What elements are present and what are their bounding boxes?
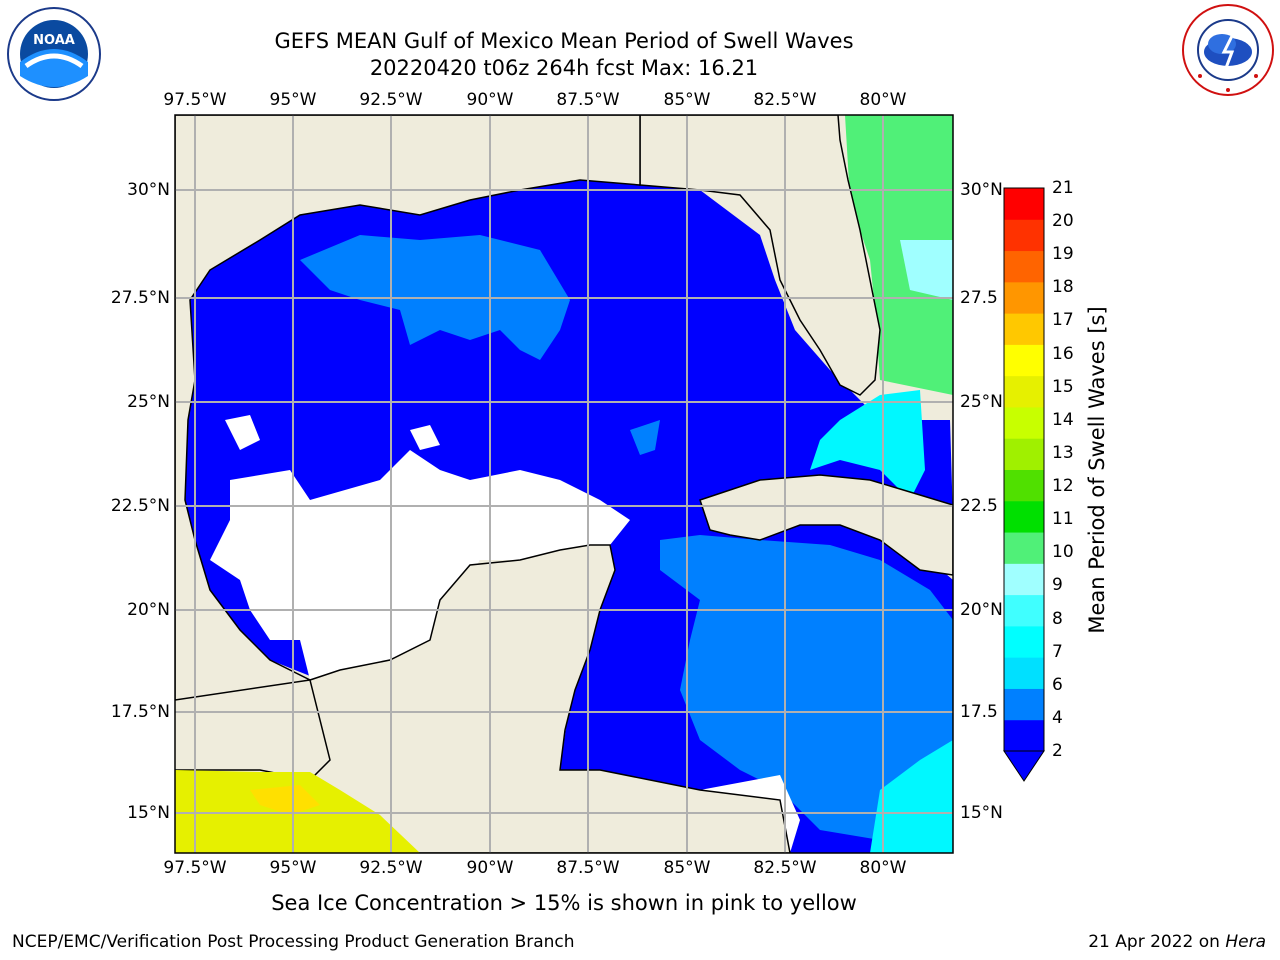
footer-branch: NCEP/EMC/Verification Post Processing Pr… [12, 932, 575, 952]
lon-tick-top: 80°W [859, 90, 907, 110]
colorbar-tick: 6 [1052, 674, 1063, 695]
colorbar-frame [1003, 187, 1045, 752]
lat-tick-right: 27.5 [960, 288, 998, 308]
colorbar-tick: 10 [1052, 542, 1074, 563]
colorbar-cell [1004, 594, 1044, 627]
noaa-logo: NOAA [6, 6, 102, 102]
lat-tick-right: 15°N [960, 803, 1003, 823]
colorbar-cell [1004, 219, 1044, 252]
swell-6-8s-straits [810, 390, 925, 500]
footer-date: 21 Apr 2022 on Hera [1088, 932, 1266, 952]
yucatan-land [175, 544, 791, 853]
lon-tick-bottom: 82.5°W [753, 858, 817, 878]
lat-tick-left: 27.5°N [110, 288, 170, 308]
swell-2-4s-dot [630, 420, 660, 455]
lon-tick-bottom: 97.5°W [163, 858, 227, 878]
lon-tick-bottom: 95°W [269, 858, 317, 878]
colorbar-tick: 7 [1052, 641, 1063, 662]
lat-tick-right: 30°N [960, 180, 1003, 200]
svg-text:NOAA: NOAA [33, 33, 75, 48]
swell-9-10s-atlantic [845, 115, 953, 395]
lon-tick-top: 82.5°W [753, 90, 817, 110]
colorbar-tick: 20 [1052, 211, 1074, 232]
lat-tick-left: 22.5°N [110, 496, 170, 516]
lat-tick-right: 22.5 [960, 496, 998, 516]
swell-6-8s-se [870, 740, 953, 853]
lon-tick-top: 95°W [269, 90, 317, 110]
colorbar-cell [1004, 625, 1044, 658]
colorbar-cell [1004, 532, 1044, 564]
colorbar-tick: 21 [1052, 178, 1074, 198]
cuba-land [699, 474, 953, 576]
colorbar-tick: 19 [1052, 244, 1074, 265]
colorbar-tick: 12 [1052, 476, 1074, 497]
no-data-patch-1 [225, 415, 260, 450]
colorbar-cell [1004, 250, 1044, 283]
colorbar-tick: 11 [1052, 509, 1074, 530]
colorbar-cell [1004, 188, 1044, 220]
colorbar-cell [1004, 469, 1044, 502]
lon-tick-bottom: 80°W [859, 858, 907, 878]
swell-8s-atlantic [900, 240, 953, 300]
lat-tick-right: 17.5 [960, 702, 998, 722]
colorbar-cell [1004, 500, 1044, 533]
colorbar-cell [1004, 719, 1044, 752]
no-data-patch-2 [410, 425, 440, 450]
colorbar-label: Mean Period of Swell Waves [s] [1085, 306, 1109, 634]
lon-tick-bottom: 87.5°W [556, 858, 620, 878]
lon-tick-top: 87.5°W [556, 90, 620, 110]
chart-title: GEFS MEAN Gulf of Mexico Mean Period of … [274, 29, 854, 53]
colorbar [1003, 187, 1045, 782]
nws-logo [1180, 2, 1276, 98]
colorbar-cell [1004, 375, 1044, 408]
no-data-region [210, 450, 630, 680]
chart-subtitle: 20220420 t06z 264h fcst Max: 16.21 [369, 56, 759, 80]
lat-tick-left: 25°N [127, 392, 170, 412]
lat-tick-left: 17.5°N [110, 702, 170, 722]
colorbar-cell [1004, 406, 1044, 439]
colorbar-cell [1004, 438, 1044, 470]
lon-tick-top: 92.5°W [359, 90, 423, 110]
lon-tick-bottom: 92.5°W [359, 858, 423, 878]
colorbar-cell [1004, 657, 1044, 689]
lat-tick-left: 20°N [127, 600, 170, 620]
lon-tick-top: 90°W [466, 90, 514, 110]
colorbar-tick: 9 [1052, 575, 1063, 596]
colorbar-tick: 8 [1052, 608, 1063, 629]
florida-land [639, 115, 881, 396]
colorbar-extend-triangle [1003, 750, 1045, 782]
footer-machine: Hera [1225, 932, 1266, 952]
sea-ice-core [250, 785, 320, 815]
colorbar-tick: 14 [1052, 409, 1074, 430]
swell-2-4s-caribbean [660, 535, 953, 840]
colorbar-tick: 17 [1052, 310, 1074, 331]
colorbar-tick: 2 [1052, 741, 1063, 761]
lon-tick-top: 85°W [663, 90, 711, 110]
map-frame [174, 114, 954, 854]
colorbar-tick: 15 [1052, 376, 1074, 397]
lat-tick-left: 15°N [127, 803, 170, 823]
lat-tick-left: 30°N [127, 180, 170, 200]
us-gulf-coast-land [175, 115, 641, 701]
lon-tick-top: 97.5°W [163, 90, 227, 110]
lat-tick-right: 20°N [960, 600, 1003, 620]
lon-tick-bottom: 85°W [663, 858, 711, 878]
lat-tick-right: 25°N [960, 392, 1003, 412]
gridlines [175, 115, 953, 853]
colorbar-tick: 13 [1052, 442, 1074, 463]
colorbar-tick: 18 [1052, 277, 1074, 298]
colorbar-cell [1004, 344, 1044, 377]
sea-ice-note: Sea Ice Concentration > 15% is shown in … [271, 891, 857, 915]
colorbar-cell [1004, 281, 1044, 314]
colorbar-tick: 16 [1052, 343, 1074, 364]
colorbar-cell [1004, 563, 1044, 596]
colorbar-cell [1004, 313, 1044, 345]
lon-tick-bottom: 90°W [466, 858, 514, 878]
colorbar-tick: 4 [1052, 707, 1063, 728]
colorbar-cell [1004, 688, 1044, 721]
